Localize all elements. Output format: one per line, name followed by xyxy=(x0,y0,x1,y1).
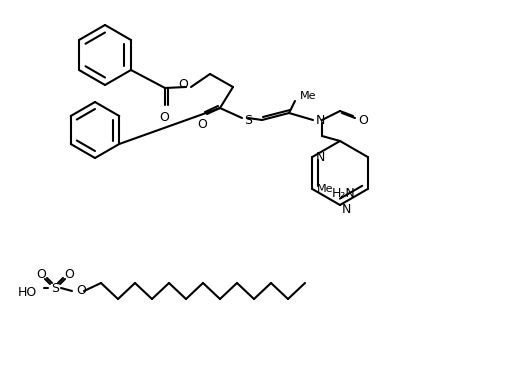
Text: O: O xyxy=(76,285,86,298)
Text: Me: Me xyxy=(317,184,334,194)
Text: HO: HO xyxy=(18,285,37,298)
Text: O: O xyxy=(64,267,74,280)
Text: H₂N: H₂N xyxy=(332,187,356,200)
Text: S: S xyxy=(244,113,252,126)
Text: N: N xyxy=(316,113,325,126)
Text: O: O xyxy=(36,267,46,280)
Text: N: N xyxy=(315,151,324,164)
Text: S: S xyxy=(51,282,59,295)
Text: O: O xyxy=(358,113,368,126)
Text: N: N xyxy=(342,203,351,216)
Text: O: O xyxy=(197,118,207,131)
Text: Me: Me xyxy=(300,91,316,101)
Text: O: O xyxy=(178,77,188,90)
Text: O: O xyxy=(159,111,169,124)
